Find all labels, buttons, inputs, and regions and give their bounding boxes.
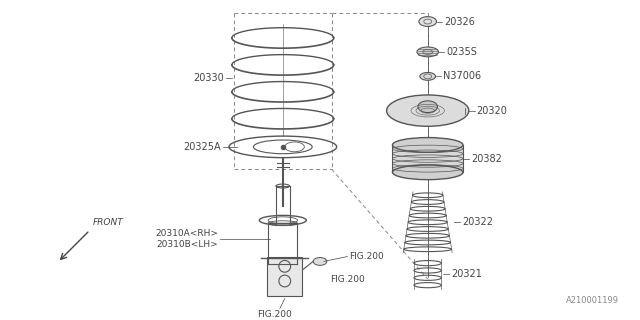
Text: FIG.200: FIG.200 <box>330 275 365 284</box>
Text: 0235S: 0235S <box>446 47 477 57</box>
Ellipse shape <box>418 101 438 113</box>
Ellipse shape <box>417 47 438 57</box>
Text: 20382: 20382 <box>471 154 502 164</box>
Text: 20322: 20322 <box>462 217 493 227</box>
Ellipse shape <box>313 258 327 265</box>
Ellipse shape <box>387 95 469 126</box>
Bar <box>392 145 463 172</box>
Text: 20320: 20320 <box>477 106 508 116</box>
Bar <box>267 257 302 296</box>
Text: FRONT: FRONT <box>93 218 124 227</box>
Text: A210001199: A210001199 <box>566 296 619 306</box>
Ellipse shape <box>392 138 463 152</box>
Ellipse shape <box>420 72 436 80</box>
Text: 20310A<RH>: 20310A<RH> <box>155 228 218 237</box>
Ellipse shape <box>392 165 463 180</box>
Text: FIG.200: FIG.200 <box>349 252 384 261</box>
Text: FIG.200: FIG.200 <box>257 310 292 319</box>
Text: N37006: N37006 <box>444 71 481 81</box>
Text: 20325A: 20325A <box>184 142 221 152</box>
Text: 20310B<LH>: 20310B<LH> <box>156 240 218 249</box>
Ellipse shape <box>423 50 433 54</box>
Ellipse shape <box>419 17 436 27</box>
Text: 20330: 20330 <box>193 73 224 83</box>
Text: 20326: 20326 <box>444 17 476 27</box>
Text: 20321: 20321 <box>451 269 482 279</box>
